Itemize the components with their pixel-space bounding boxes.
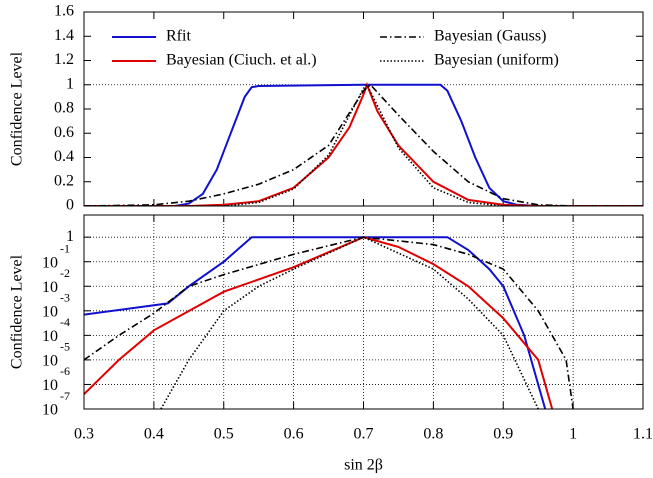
y-axis-label: Confidence Level bbox=[9, 254, 26, 369]
x-tick-label: 0.4 bbox=[144, 426, 164, 443]
y-axis-label: Confidence Level bbox=[9, 51, 26, 166]
x-axis-label: sin 2β bbox=[344, 457, 383, 474]
series-line bbox=[84, 236, 547, 409]
x-tick-label: 0.8 bbox=[423, 426, 443, 443]
series-line bbox=[84, 83, 643, 206]
y-tick-label: 10 bbox=[42, 254, 58, 271]
y-tick-exponent: -7 bbox=[60, 389, 70, 403]
y-tick-label: 0.6 bbox=[54, 124, 74, 141]
y-tick-exponent: -3 bbox=[60, 291, 70, 305]
y-tick-exponent: -6 bbox=[60, 364, 70, 378]
y-tick-label: 10 bbox=[42, 353, 58, 370]
series-line bbox=[84, 236, 554, 409]
y-tick-label: 0 bbox=[66, 197, 74, 214]
x-tick-label: 0.7 bbox=[354, 426, 374, 443]
legend-label: Bayesian (uniform) bbox=[434, 52, 559, 69]
y-tick-label: 10 bbox=[42, 328, 58, 345]
x-tick-label: 1 bbox=[569, 426, 577, 443]
y-tick-exponent: -2 bbox=[60, 266, 70, 280]
y-tick-label: 10 bbox=[42, 279, 58, 296]
y-tick-label: 0.8 bbox=[54, 100, 74, 117]
y-tick-label: 10 bbox=[42, 377, 58, 394]
y-tick-exponent: -1 bbox=[60, 241, 70, 255]
y-tick-exponent: -5 bbox=[60, 340, 70, 354]
series-line bbox=[84, 83, 643, 206]
y-tick-label: 1 bbox=[66, 75, 74, 92]
x-tick-label: 0.6 bbox=[284, 426, 304, 443]
y-tick-label: 0.4 bbox=[54, 148, 74, 165]
plot-area bbox=[84, 81, 643, 206]
y-tick-label: 0.2 bbox=[54, 172, 74, 189]
plot-frame bbox=[83, 214, 644, 410]
y-tick-label: 1.4 bbox=[54, 27, 74, 44]
x-tick-label: 1.1 bbox=[633, 426, 653, 443]
plot-area bbox=[84, 236, 574, 409]
x-tick-label: 0.5 bbox=[214, 426, 234, 443]
x-tick-label: 0.3 bbox=[74, 426, 94, 443]
legend-label: Bayesian (Gauss) bbox=[434, 28, 546, 45]
y-tick-label: 1 bbox=[66, 228, 74, 245]
series-line bbox=[84, 81, 643, 206]
y-tick-label: 1.6 bbox=[54, 3, 74, 20]
y-tick-exponent: -4 bbox=[60, 315, 70, 329]
y-tick-label: 1.2 bbox=[54, 51, 74, 68]
y-tick-label: 10 bbox=[42, 303, 58, 320]
x-tick-label: 0.9 bbox=[493, 426, 513, 443]
legend-label: Bayesian (Ciuch. et al.) bbox=[166, 52, 317, 69]
plot-frame bbox=[83, 11, 644, 207]
legend-label: Rfit bbox=[166, 28, 191, 45]
series-line bbox=[84, 236, 574, 409]
series-line bbox=[84, 83, 643, 206]
y-tick-label: 10 bbox=[42, 402, 58, 419]
